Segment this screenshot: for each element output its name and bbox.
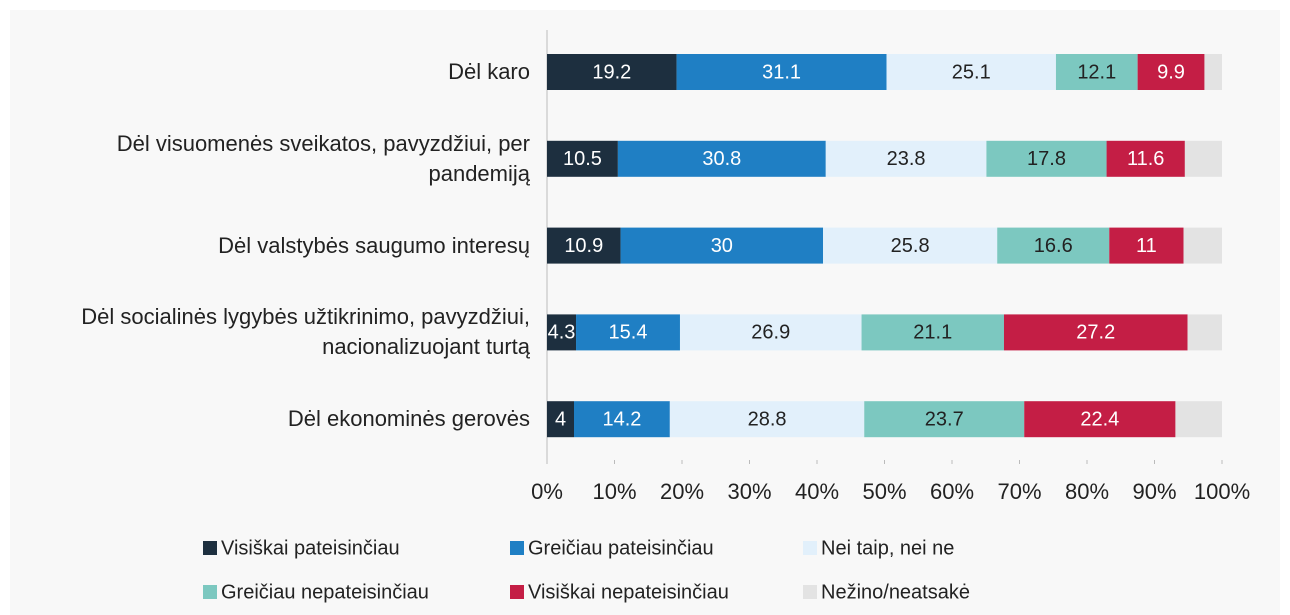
bar-segment xyxy=(547,314,577,351)
panel xyxy=(10,10,1280,615)
bar-segment xyxy=(864,401,1025,438)
data-label: 25.8 xyxy=(891,235,930,257)
data-label: 28.8 xyxy=(748,408,787,430)
legend-swatch xyxy=(510,585,524,599)
x-tick-label: 50% xyxy=(862,479,906,504)
bar-segment xyxy=(823,227,998,264)
legend-label: Nei taip, nei ne xyxy=(821,537,954,559)
data-label: 16.6 xyxy=(1034,235,1073,257)
bar-segment xyxy=(576,314,680,351)
data-label: 23.7 xyxy=(925,408,964,430)
bar-segment xyxy=(986,140,1107,177)
data-label: 11 xyxy=(1136,235,1157,257)
bar-segment xyxy=(617,140,826,177)
bar-segment xyxy=(1187,314,1222,351)
legend-label: Greičiau pateisinčiau xyxy=(528,537,714,559)
bar-segment xyxy=(825,140,987,177)
legend-swatch xyxy=(203,585,217,599)
legend-label: Greičiau nepateisinčiau xyxy=(221,581,429,603)
category-label: Dėl karo xyxy=(448,59,530,84)
x-tick-label: 30% xyxy=(727,479,771,504)
data-label: 4.3 xyxy=(548,322,576,344)
legend-swatch xyxy=(803,585,817,599)
data-label: 22.4 xyxy=(1080,408,1119,430)
category-label: Dėl socialinės lygybės užtikrinimo, pavy… xyxy=(81,304,530,360)
bar-segment xyxy=(620,227,824,264)
bar-segment xyxy=(886,54,1056,90)
bar-segment xyxy=(547,227,621,264)
bar-segment xyxy=(1137,54,1205,90)
data-label: 15.4 xyxy=(609,322,648,344)
data-label: 27.2 xyxy=(1076,322,1115,344)
legend-label: Visiškai nepateisinčiau xyxy=(528,581,729,603)
bar-segment xyxy=(997,227,1110,264)
bar-segment xyxy=(676,54,887,90)
bar-segment xyxy=(574,401,670,438)
data-label: 30.8 xyxy=(702,148,741,170)
legend-label: Visiškai pateisinčiau xyxy=(221,537,400,559)
bar-segment xyxy=(1055,54,1138,90)
bar-segment xyxy=(547,54,677,90)
data-label: 17.8 xyxy=(1027,148,1066,170)
category-label: Dėl visuomenės sveikatos, pavyzdžiui, pe… xyxy=(116,130,530,186)
x-tick-label: 100% xyxy=(1194,479,1250,504)
bar-segment xyxy=(1204,54,1222,90)
x-tick-label: 10% xyxy=(592,479,636,504)
bar-segment xyxy=(1106,140,1185,177)
legend-swatch xyxy=(510,541,524,555)
bar-segment xyxy=(1003,314,1188,351)
x-tick-label: 60% xyxy=(930,479,974,504)
data-label: 10.9 xyxy=(564,235,603,257)
data-label: 9.9 xyxy=(1157,61,1185,83)
data-label: 11.6 xyxy=(1127,148,1164,170)
data-label: 14.2 xyxy=(602,408,641,430)
data-label: 31.1 xyxy=(762,61,801,83)
bar-segment xyxy=(1175,401,1222,438)
legend-swatch xyxy=(203,541,217,555)
data-label: 30 xyxy=(711,235,733,257)
data-label: 12.1 xyxy=(1077,61,1116,83)
data-label: 25.1 xyxy=(952,61,991,83)
bar-segment xyxy=(1024,401,1176,438)
bar-segment xyxy=(547,140,618,177)
bar-segment xyxy=(1183,227,1222,264)
bar-segment xyxy=(1184,140,1222,177)
bar-segment xyxy=(1109,227,1184,264)
category-label: Dėl valstybės saugumo interesų xyxy=(218,232,530,258)
data-label: 4 xyxy=(555,408,566,430)
x-tick-label: 70% xyxy=(997,479,1041,504)
category-label: Dėl ekonominės gerovės xyxy=(287,406,530,432)
legend-label: Nežino/neatsakė xyxy=(821,581,970,603)
data-label: 26.9 xyxy=(751,322,790,344)
legend-swatch xyxy=(803,541,817,555)
bar-segment xyxy=(861,314,1004,351)
x-tick-label: 80% xyxy=(1065,479,1109,504)
x-tick-label: 90% xyxy=(1132,479,1176,504)
bar-segment xyxy=(547,401,574,438)
data-label: 23.8 xyxy=(887,148,926,170)
data-label: 21.1 xyxy=(913,322,952,344)
x-tick-label: 40% xyxy=(795,479,839,504)
bar-segment xyxy=(669,401,865,438)
bar-segment xyxy=(679,314,862,351)
x-tick-label: 0% xyxy=(531,479,563,504)
x-tick-label: 20% xyxy=(660,479,704,504)
data-label: 19.2 xyxy=(592,61,631,83)
data-label: 10.5 xyxy=(563,148,602,170)
